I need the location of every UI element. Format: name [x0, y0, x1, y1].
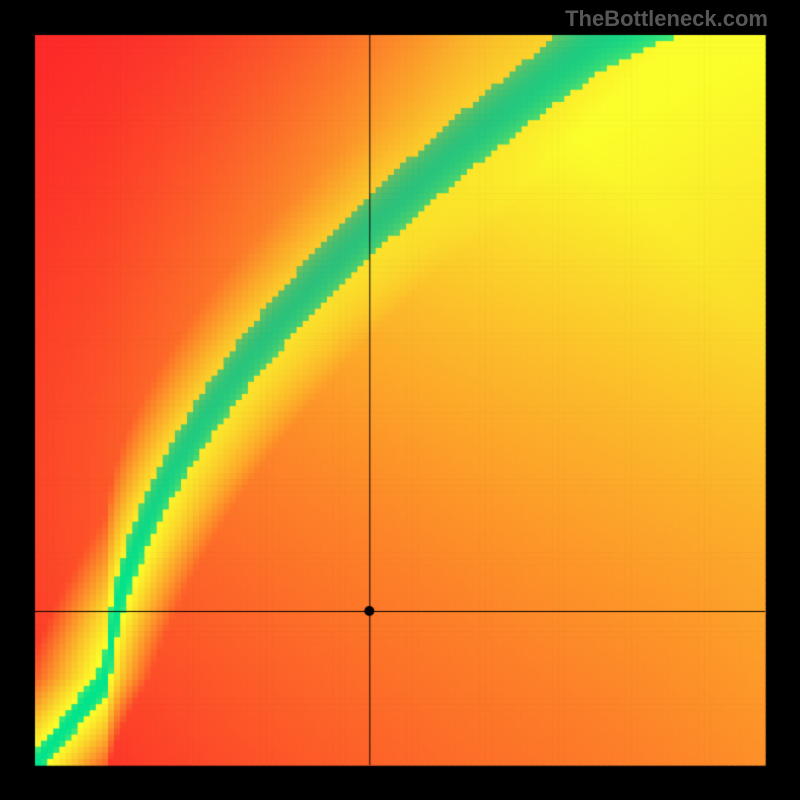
watermark-text: TheBottleneck.com: [565, 6, 768, 32]
